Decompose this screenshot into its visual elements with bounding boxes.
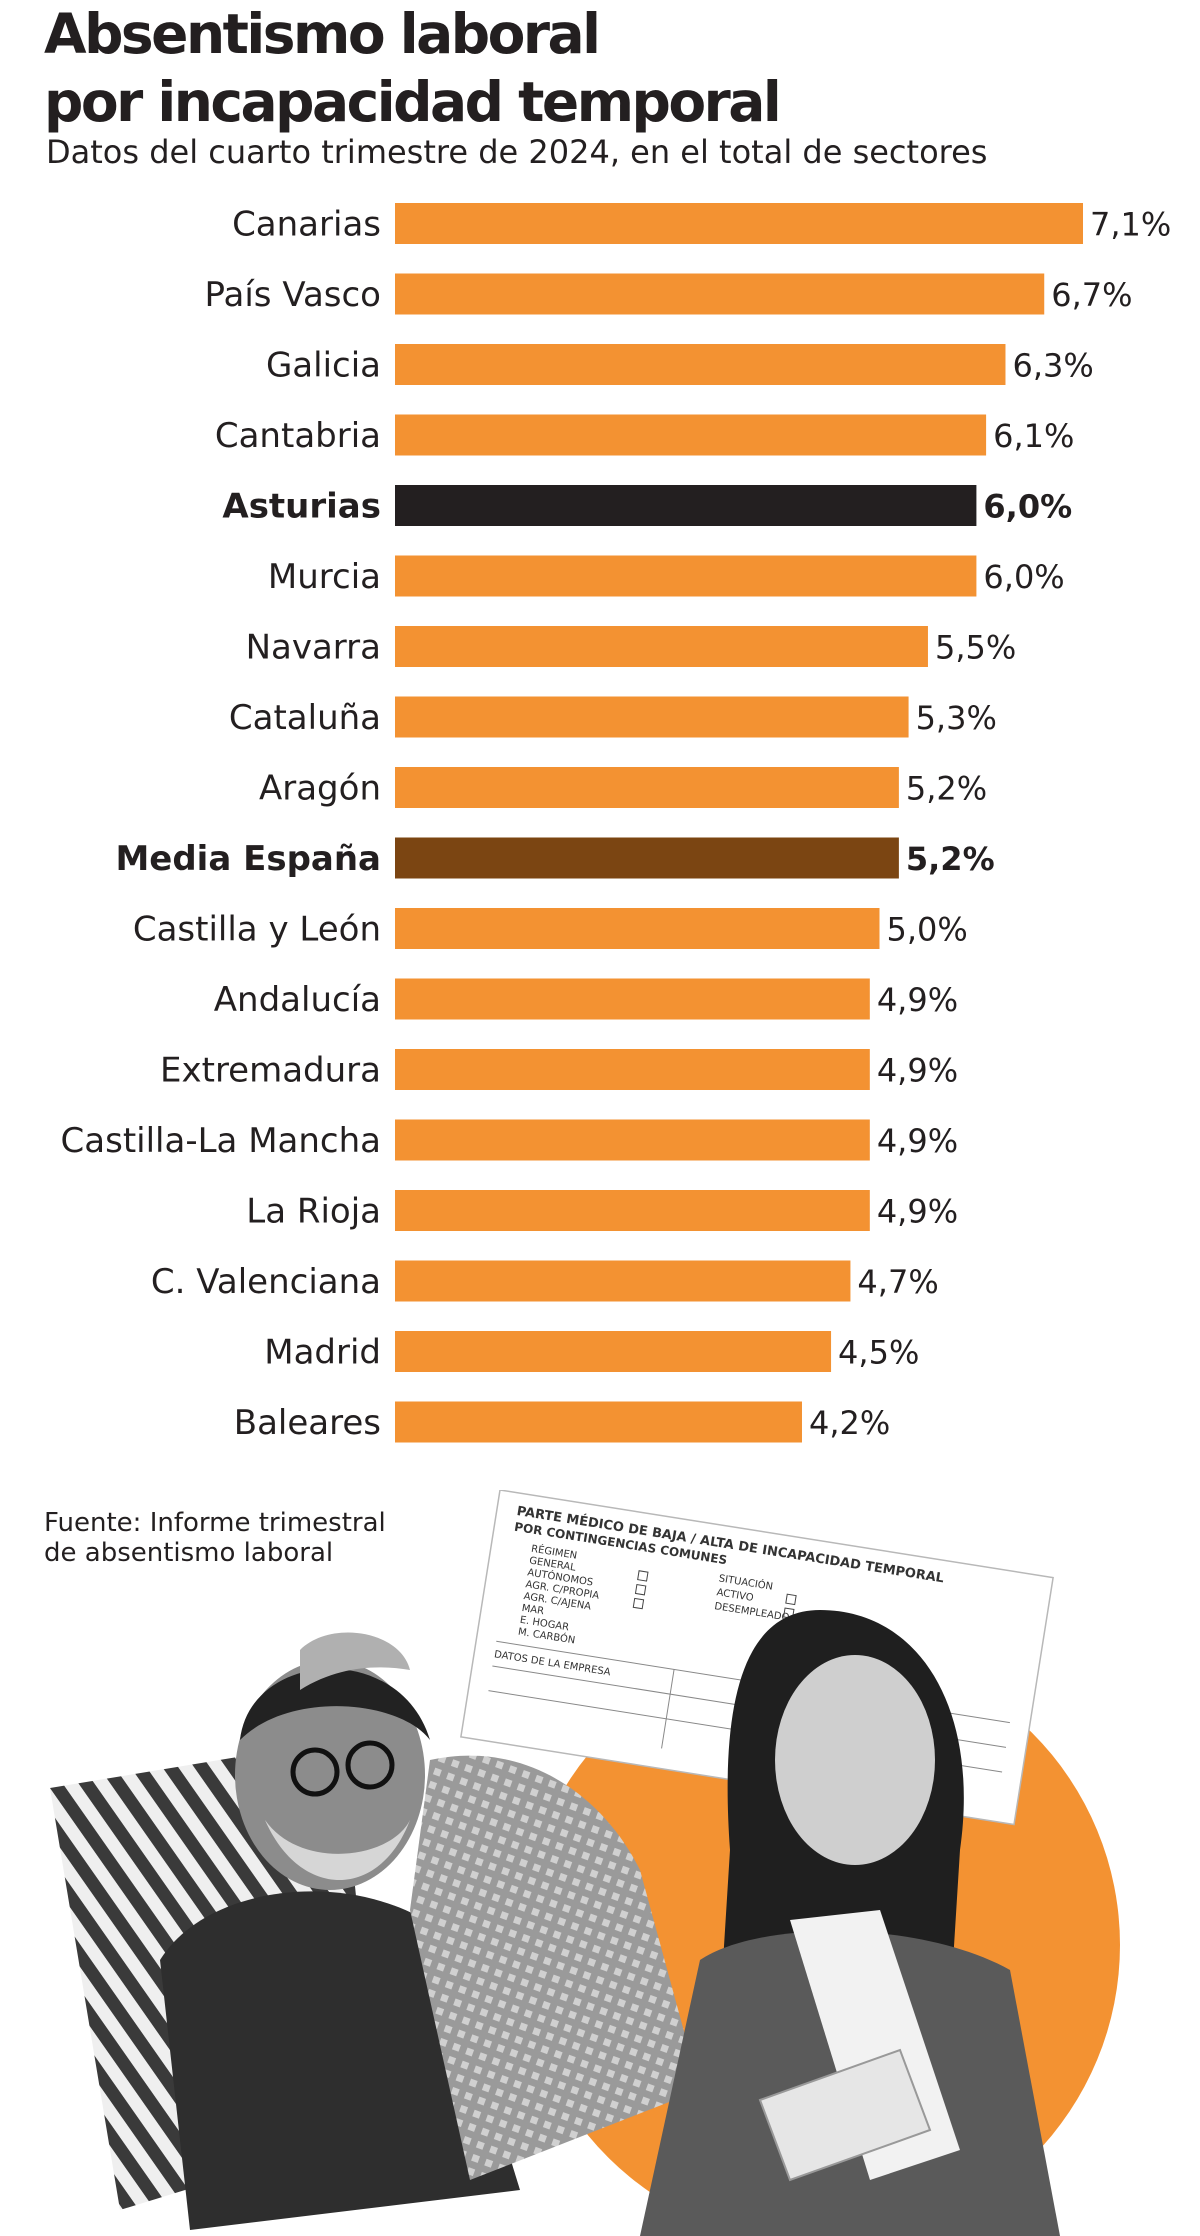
value-label: 5,5% (935, 629, 1016, 667)
source-line-2: de absentismo laboral (44, 1538, 334, 1568)
source-note: Fuente: Informe trimestral de absentismo… (44, 1508, 386, 1568)
category-label: Cataluña (229, 698, 381, 738)
chart-title: Absentismo laboral por incapacidad tempo… (44, 0, 782, 136)
value-label: 6,3% (1012, 347, 1093, 385)
value-label: 7,1% (1090, 206, 1171, 244)
value-label: 4,5% (838, 1334, 919, 1372)
category-label: País Vasco (205, 275, 381, 315)
category-label: Canarias (232, 205, 381, 245)
bar (395, 273, 1045, 315)
bar (395, 978, 870, 1020)
man-head (235, 1660, 425, 1890)
bar (395, 1331, 832, 1372)
bar (395, 908, 880, 949)
chart-title-line-1: Absentismo laboral (44, 2, 601, 66)
category-label: Extremadura (160, 1051, 381, 1091)
bar (395, 344, 1006, 385)
cast-hand (758, 2048, 932, 2182)
man-figure (50, 1632, 700, 2230)
value-label: 6,0% (983, 488, 1072, 526)
illustration: PARTE MÉDICO DE BAJA / ALTA DE INCAPACID… (50, 1490, 1120, 2236)
bar (395, 767, 899, 808)
category-label: Baleares (234, 1403, 381, 1443)
woman-figure (640, 1610, 1060, 2236)
value-label: 4,7% (857, 1263, 938, 1301)
blanket (410, 1755, 700, 2180)
value-label: 4,9% (877, 1052, 958, 1090)
form-line: MAR (521, 1603, 545, 1617)
man-beard (265, 1820, 410, 1880)
value-label: 4,9% (877, 981, 958, 1019)
value-label: 4,9% (877, 1122, 958, 1160)
bar (395, 485, 977, 526)
category-label: Cantabria (215, 416, 381, 456)
category-label: Navarra (246, 628, 381, 668)
value-label: 6,1% (993, 417, 1074, 455)
value-label: 5,2% (906, 770, 987, 808)
category-label: La Rioja (246, 1192, 381, 1232)
bar (395, 414, 987, 456)
value-label: 5,0% (887, 911, 968, 949)
chart-subtitle: Datos del cuarto trimestre de 2024, en e… (46, 133, 988, 171)
value-label: 6,7% (1051, 276, 1132, 314)
category-label: Media España (115, 839, 381, 879)
bar (395, 1260, 851, 1302)
bar (395, 626, 928, 667)
value-label: 5,2% (906, 840, 995, 878)
category-label: Asturias (222, 487, 381, 527)
bar (395, 203, 1083, 244)
bar (395, 837, 899, 879)
category-label: Madrid (264, 1333, 381, 1373)
category-label: Galicia (266, 346, 381, 386)
value-label: 5,3% (916, 699, 997, 737)
bar (395, 696, 909, 738)
category-label: Castilla y León (133, 910, 381, 950)
value-label: 4,9% (877, 1193, 958, 1231)
man-hand (300, 1632, 410, 1690)
bar-chart: Canarias 7,1% País Vasco 6,7% Galicia 6,3% Can… (61, 203, 1171, 1443)
category-label: Murcia (268, 557, 381, 597)
category-label: C. Valenciana (151, 1262, 381, 1302)
bar (395, 555, 977, 597)
woman-face (775, 1655, 935, 1865)
bar (395, 1049, 870, 1090)
bar (395, 1119, 870, 1161)
man-hair (240, 1668, 430, 1740)
chart-title-line-2: por incapacidad temporal (44, 70, 782, 134)
glasses-left (290, 1747, 340, 1797)
category-label: Aragón (259, 769, 381, 809)
bar (395, 1190, 870, 1231)
category-label: Castilla-La Mancha (61, 1121, 381, 1161)
category-label: Andalucía (214, 980, 381, 1020)
value-label: 4,2% (809, 1404, 890, 1442)
glasses-right (345, 1740, 395, 1790)
bar (395, 1401, 802, 1443)
value-label: 6,0% (983, 558, 1064, 596)
source-line-1: Fuente: Informe trimestral (44, 1508, 386, 1538)
